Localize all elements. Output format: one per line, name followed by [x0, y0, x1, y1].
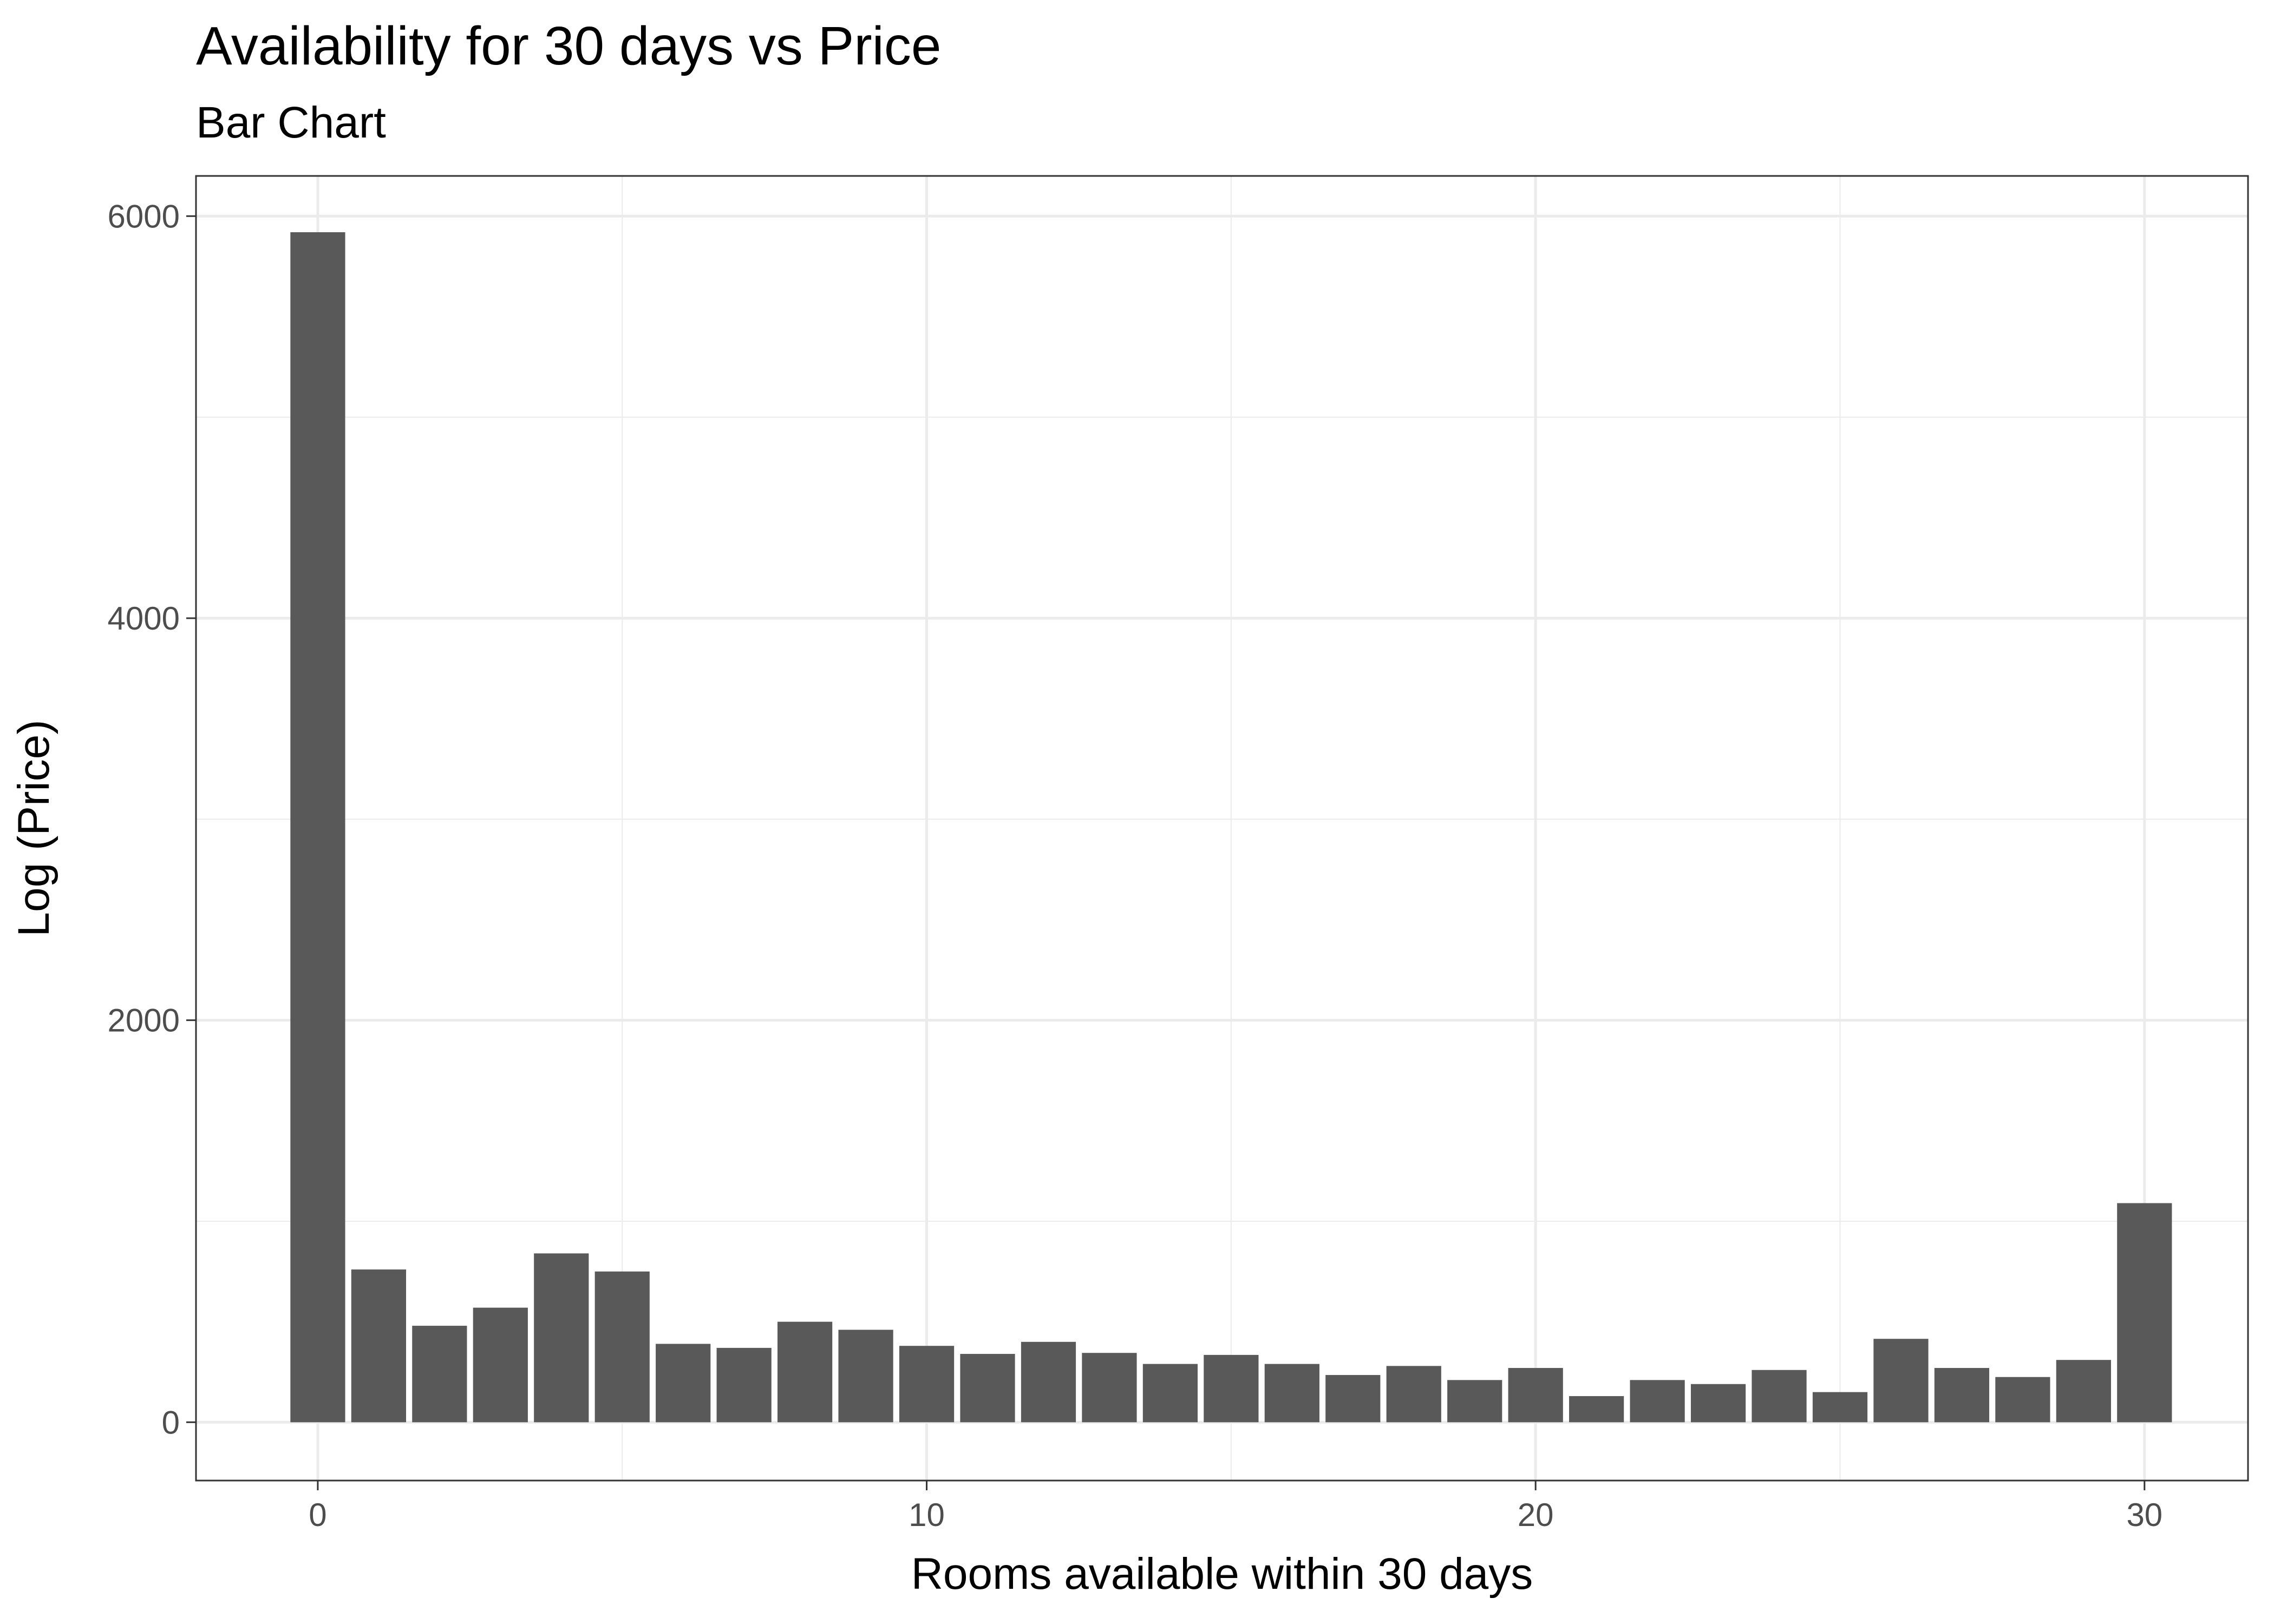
- bar-0: [290, 232, 345, 1423]
- bar-26: [1873, 1339, 1929, 1423]
- y-axis: 0 2000 4000 6000: [108, 198, 196, 1440]
- bars: [290, 232, 2172, 1423]
- chart-title: Availability for 30 days vs Price: [196, 16, 942, 76]
- minor-gridlines: [196, 176, 2248, 1481]
- bar-3: [473, 1307, 528, 1423]
- bar-24: [1752, 1370, 1807, 1423]
- bar-18: [1386, 1366, 1441, 1423]
- y-tick-label: 0: [162, 1404, 180, 1440]
- bar-20: [1508, 1368, 1563, 1423]
- plot-panel: [196, 176, 2248, 1481]
- x-tick-label: 30: [2126, 1497, 2162, 1533]
- bar-7: [716, 1347, 772, 1423]
- y-tick-label: 2000: [108, 1003, 180, 1039]
- bar-10: [899, 1346, 955, 1423]
- bar-9: [838, 1330, 893, 1423]
- bar-17: [1325, 1375, 1381, 1423]
- bar-29: [2056, 1360, 2111, 1423]
- y-axis-title: Log (Price): [9, 719, 58, 937]
- bar-16: [1264, 1364, 1319, 1423]
- bar-25: [1812, 1392, 1868, 1423]
- bar-15: [1204, 1354, 1259, 1423]
- bar-27: [1934, 1368, 1990, 1423]
- bar-5: [594, 1271, 650, 1423]
- bar-11: [960, 1354, 1015, 1423]
- bar-30: [2117, 1203, 2172, 1423]
- bar-21: [1569, 1396, 1624, 1423]
- bar-12: [1021, 1341, 1076, 1423]
- x-axis: 0 10 20 30: [309, 1481, 2162, 1533]
- x-axis-title: Rooms available within 30 days: [911, 1549, 1533, 1599]
- bar-2: [412, 1326, 467, 1423]
- x-tick-label: 20: [1518, 1497, 1554, 1533]
- y-tick-label: 6000: [108, 198, 180, 234]
- bar-28: [1995, 1377, 2050, 1423]
- x-tick-label: 10: [909, 1497, 945, 1533]
- bar-14: [1142, 1364, 1198, 1423]
- bar-6: [656, 1344, 711, 1423]
- bar-1: [351, 1269, 406, 1423]
- bar-13: [1082, 1353, 1137, 1423]
- bar-4: [534, 1253, 589, 1423]
- bar-19: [1447, 1380, 1502, 1423]
- plot-border: [195, 175, 2249, 1482]
- chart-subtitle: Bar Chart: [196, 98, 386, 147]
- bar-8: [777, 1321, 833, 1423]
- bar-23: [1690, 1384, 1746, 1423]
- x-tick-label: 0: [309, 1497, 326, 1533]
- y-tick-label: 4000: [108, 600, 180, 637]
- bar-22: [1630, 1380, 1685, 1423]
